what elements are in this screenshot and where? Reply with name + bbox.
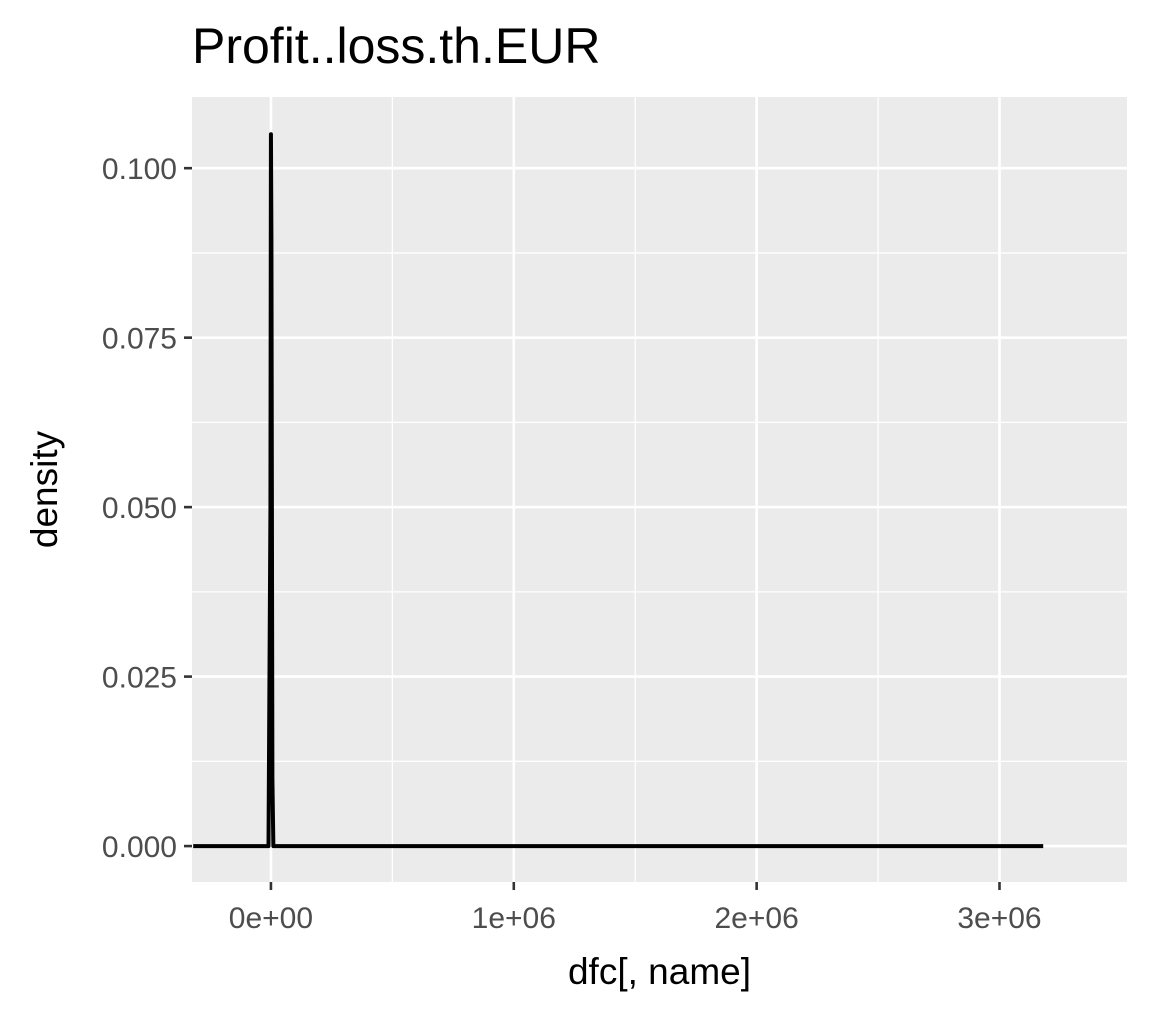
y-tick-label: 0.100 — [102, 153, 177, 186]
x-tick-label: 2e+06 — [715, 902, 799, 935]
y-tick-label: 0.050 — [102, 492, 177, 525]
chart-title: Profit..loss.th.EUR — [192, 18, 600, 74]
y-tick-label: 0.025 — [102, 662, 177, 695]
y-tick-label: 0.075 — [102, 323, 177, 356]
x-tick-label: 3e+06 — [957, 902, 1041, 935]
y-axis-ticks: 0.000 0.025 0.050 0.075 0.100 — [102, 153, 192, 864]
x-tick-label: 1e+06 — [472, 902, 556, 935]
minor-gridlines — [192, 97, 1127, 882]
x-axis-ticks: 0e+00 1e+06 2e+06 3e+06 — [229, 882, 1042, 935]
y-tick-label: 0.000 — [102, 831, 177, 864]
x-axis-title: dfc[, name] — [568, 951, 751, 992]
density-curve — [193, 132, 1044, 849]
x-tick-label: 0e+00 — [229, 902, 313, 935]
y-axis-title: density — [24, 430, 65, 548]
density-curve-layer — [193, 132, 1044, 849]
plot-panel — [192, 97, 1127, 882]
